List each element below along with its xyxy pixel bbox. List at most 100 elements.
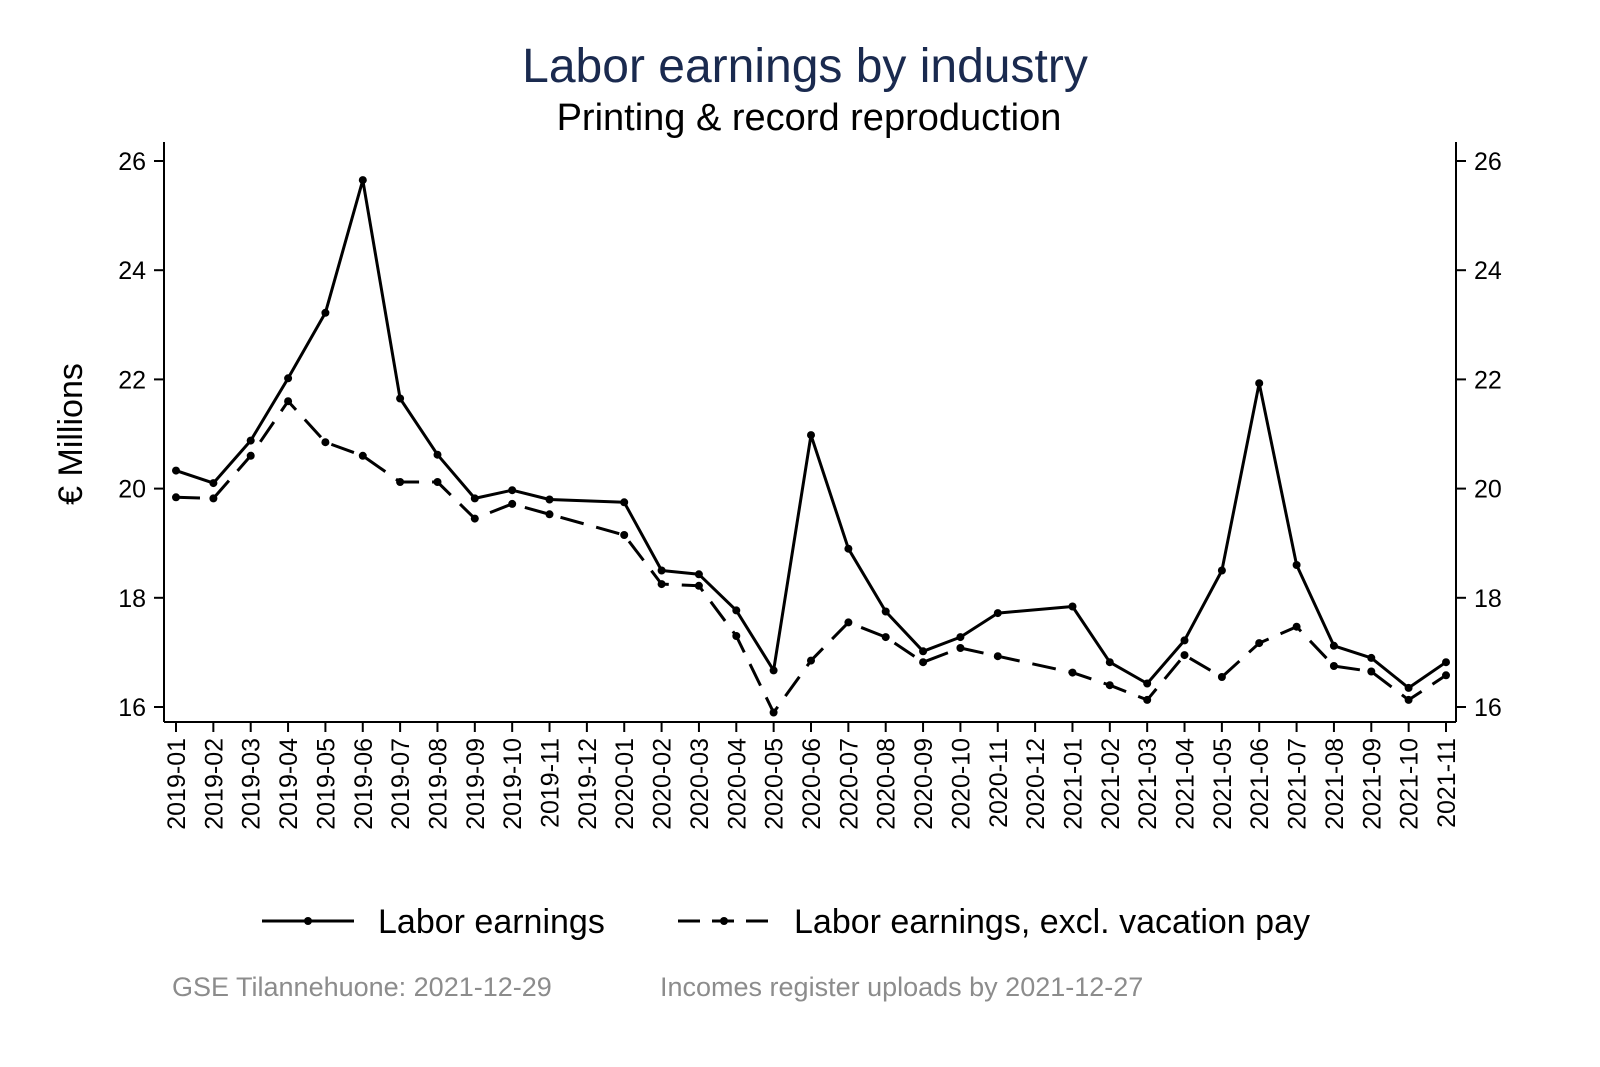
- x-tick-label: 2021-07: [1284, 738, 1312, 830]
- y-tick-label-left: 20: [118, 476, 146, 504]
- chart-subtitle: Printing & record reproduction: [557, 97, 1062, 139]
- x-tick-label: 2020-06: [798, 738, 826, 830]
- data-point-series-0: [1442, 658, 1450, 667]
- x-tick-label: 2020-11: [985, 738, 1013, 828]
- x-tick-label: 2019-06: [350, 738, 378, 830]
- x-tick-label: 2019-12: [574, 738, 602, 830]
- footer-note-right: Incomes register uploads by 2021-12-27: [660, 972, 1143, 1002]
- y-tick-label-right: 20: [1474, 476, 1502, 504]
- data-point-series-0: [508, 486, 517, 495]
- x-tick-label: 2021-05: [1209, 738, 1237, 830]
- data-point-series-1: [1404, 695, 1413, 704]
- data-point-series-1: [844, 618, 853, 627]
- series-points: [172, 176, 1450, 717]
- data-point-series-0: [1068, 602, 1077, 611]
- data-point-series-0: [919, 647, 928, 656]
- data-point-series-0: [284, 374, 293, 383]
- data-point-series-0: [1292, 561, 1301, 569]
- data-point-series-0: [881, 607, 890, 616]
- data-point-series-0: [1329, 641, 1338, 650]
- x-tick-label: 2021-10: [1396, 738, 1424, 830]
- data-point-series-1: [284, 397, 293, 406]
- data-point-series-1: [1442, 671, 1450, 680]
- data-point-series-0: [1255, 379, 1264, 388]
- x-tick-label: 2020-02: [649, 738, 677, 830]
- legend: Labor earnings Labor earnings, excl. vac…: [262, 903, 1310, 941]
- chart-title: Labor earnings by industry: [522, 40, 1088, 93]
- data-point-series-1: [769, 708, 778, 717]
- x-tick-label: 2020-08: [873, 738, 901, 830]
- x-tick-label: 2019-10: [499, 738, 527, 830]
- data-point-series-0: [769, 666, 778, 675]
- data-point-series-1: [1255, 639, 1264, 648]
- data-point-series-0: [657, 566, 666, 575]
- data-point-series-1: [1217, 673, 1226, 681]
- x-tick-label: 2021-11: [1433, 738, 1461, 828]
- data-point-series-0: [844, 544, 853, 553]
- data-point-series-1: [993, 652, 1002, 661]
- data-point-series-1: [433, 478, 442, 486]
- data-point-series-0: [1367, 653, 1376, 662]
- y-axis-label: € Millions: [52, 363, 90, 505]
- data-point-series-1: [396, 478, 405, 486]
- x-tick-label: 2021-09: [1358, 738, 1386, 830]
- data-point-series-1: [1329, 662, 1338, 670]
- data-point-series-0: [1217, 566, 1226, 575]
- data-point-series-0: [620, 498, 629, 507]
- data-point-series-0: [1404, 683, 1413, 692]
- y-tick-label-right: 26: [1474, 148, 1502, 176]
- data-point-series-0: [396, 394, 405, 403]
- y-tick-label-left: 24: [118, 257, 146, 285]
- data-point-series-0: [209, 479, 218, 488]
- axes: 16 16 18 18 20 20 22 22 24 24 26 26 2019-01 2019-02 20…: [118, 142, 1502, 830]
- x-tick-label: 2019-01: [163, 738, 191, 830]
- data-point-series-0: [1180, 636, 1189, 645]
- y-tick-label-left: 22: [118, 366, 146, 394]
- x-tick-label: 2021-04: [1172, 738, 1200, 830]
- data-point-series-1: [1367, 667, 1376, 676]
- data-point-series-1: [1180, 651, 1189, 660]
- data-point-series-0: [321, 308, 330, 317]
- data-point-series-1: [321, 438, 330, 447]
- x-tick-label: 2020-10: [947, 738, 975, 830]
- data-point-series-0: [993, 609, 1002, 618]
- x-tick-label: 2020-05: [761, 738, 789, 830]
- x-tick-label: 2019-07: [387, 738, 415, 830]
- data-point-series-0: [172, 466, 180, 475]
- x-tick-label: 2021-02: [1097, 738, 1125, 830]
- data-point-series-1: [657, 580, 666, 589]
- y-tick-label-left: 26: [118, 148, 146, 176]
- x-tick-label: 2021-03: [1134, 738, 1162, 830]
- x-tick-label: 2020-12: [1022, 738, 1050, 830]
- data-point-series-1: [807, 656, 815, 665]
- x-tick-label: 2019-02: [200, 738, 228, 830]
- data-point-series-0: [545, 495, 554, 504]
- x-tick-label: 2020-03: [686, 738, 714, 830]
- data-point-series-1: [508, 499, 517, 508]
- series-line-1: [175, 399, 1447, 714]
- y-tick-label-right: 22: [1474, 366, 1502, 394]
- x-tick-label: 2019-08: [424, 738, 452, 830]
- y-tick-label-right: 16: [1474, 694, 1502, 722]
- data-point-series-1: [358, 451, 367, 460]
- data-point-series-0: [1143, 679, 1152, 688]
- data-point-series-0: [807, 431, 815, 440]
- x-tick-label: 2021-08: [1321, 738, 1349, 830]
- y-tick-label-right: 18: [1474, 585, 1502, 613]
- data-point-series-1: [470, 514, 479, 523]
- legend-label-excl-vacation: Labor earnings, excl. vacation pay: [794, 903, 1310, 941]
- data-point-series-1: [246, 451, 255, 460]
- legend-marker-labor-earnings: [304, 917, 312, 925]
- data-point-series-0: [470, 494, 479, 503]
- data-point-series-0: [433, 450, 442, 459]
- x-tick-label: 2019-04: [275, 738, 303, 830]
- data-point-series-1: [620, 531, 629, 539]
- footer-note-left: GSE Tilannehuone: 2021-12-29: [172, 972, 552, 1002]
- x-tick-label: 2019-11: [537, 738, 565, 828]
- data-point-series-0: [1105, 658, 1114, 667]
- x-tick-label: 2021-01: [1059, 738, 1087, 830]
- data-point-series-1: [209, 494, 218, 503]
- data-point-series-1: [1292, 622, 1301, 631]
- legend-label-labor-earnings: Labor earnings: [378, 903, 605, 941]
